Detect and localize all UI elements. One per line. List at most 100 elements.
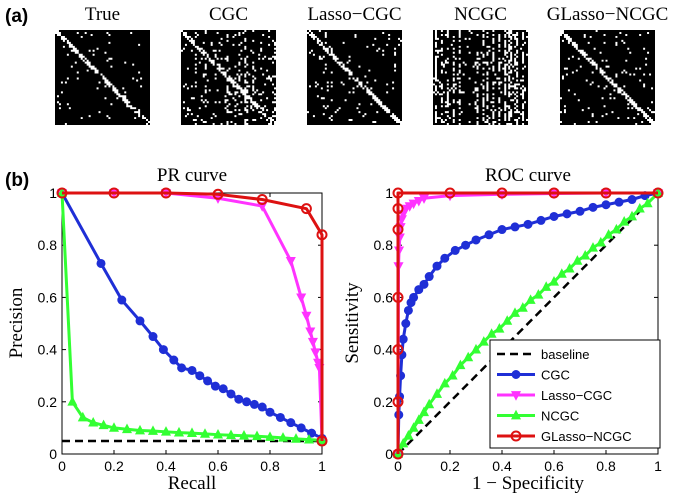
pr-curve-plot: 0 0.2 0.4 0.6 0.8 1 0 0.2 0.4 0.6 0.8 1 (38, 185, 328, 474)
data-point (158, 345, 168, 355)
data-point (403, 305, 413, 315)
matrix-nonzero-entries (55, 30, 150, 125)
data-point (440, 253, 450, 263)
data-point (264, 431, 276, 441)
data-point (614, 197, 624, 207)
data-point (517, 302, 528, 312)
data-point (509, 307, 521, 317)
data-point (403, 430, 414, 440)
data-point (300, 203, 312, 215)
pr-ylabel: Precision (6, 287, 27, 358)
roc-curve-plot: 0 0.2 0.4 0.6 0.8 1 0 0.2 0.4 0.6 0.8 1 (374, 185, 664, 474)
data-point (510, 222, 520, 232)
data-point (256, 194, 268, 206)
data-point (251, 430, 263, 441)
x-tick-label: 0.8 (260, 458, 280, 474)
y-tick-label: 0.2 (374, 394, 394, 410)
data-point (392, 396, 404, 408)
y-tick-label: 0.4 (38, 342, 58, 358)
y-tick-label: 0.8 (38, 237, 58, 253)
series-ncgc (392, 187, 664, 458)
data-point (286, 418, 296, 428)
y-tick-label: 0.8 (374, 237, 394, 253)
matrix-title: NCGC (454, 4, 507, 25)
data-point (431, 388, 443, 398)
data-point (511, 370, 521, 379)
legend-label: NCGC (541, 409, 579, 424)
matrix-title: CGC (209, 4, 248, 25)
data-point (502, 315, 513, 325)
data-point (257, 402, 267, 412)
series-baseline (397, 192, 659, 455)
x-tick-label: 0.6 (208, 458, 228, 474)
matrix-nonzero-entries (433, 30, 528, 125)
pr-xlabel: Recall (168, 473, 217, 494)
data-point (249, 399, 259, 409)
data-point (444, 187, 456, 199)
data-point (424, 272, 434, 282)
data-point (408, 422, 419, 432)
data-point (173, 426, 185, 437)
data-point (301, 311, 312, 322)
series-line (396, 191, 658, 454)
legend-label: CGC (541, 368, 570, 383)
adjacency-matrix (560, 30, 655, 125)
panel-b-label: (b) (5, 170, 29, 191)
data-point (611, 223, 622, 234)
data-point (148, 332, 158, 342)
data-point (494, 323, 505, 333)
data-point (135, 316, 145, 326)
data-point (392, 448, 404, 460)
y-tick-label: 1 (385, 185, 393, 201)
series-ncgc (56, 187, 328, 445)
data-point (413, 196, 424, 207)
data-point (461, 240, 471, 250)
data-point (588, 202, 598, 212)
data-point (562, 209, 572, 219)
legend-label: baseline (541, 347, 589, 362)
data-point (310, 348, 321, 358)
data-point (439, 377, 450, 388)
series-line (62, 191, 324, 442)
data-point (401, 319, 411, 328)
x-tick-label: 0 (394, 458, 402, 474)
data-point (398, 334, 408, 344)
data-point (186, 427, 198, 437)
data-point (307, 337, 318, 348)
data-point (470, 343, 482, 354)
data-point (67, 396, 78, 406)
data-point (56, 187, 68, 199)
legend-item: NCGC (497, 409, 579, 424)
data-point (392, 344, 404, 356)
data-point (195, 371, 205, 381)
data-point (587, 242, 599, 252)
adjacency-matrix (181, 30, 276, 125)
data-point (652, 187, 664, 199)
data-point (296, 423, 306, 433)
x-tick-label: 0 (58, 458, 66, 474)
data-point (296, 293, 307, 304)
series-cgc (393, 188, 663, 459)
data-point (496, 187, 508, 199)
data-point (265, 407, 275, 417)
x-tick-label: 0.6 (544, 458, 564, 474)
data-point (392, 291, 404, 303)
data-point (634, 202, 645, 213)
data-point (392, 224, 404, 236)
data-point (316, 435, 328, 447)
x-tick-label: 0.2 (440, 458, 460, 474)
data-point (98, 419, 109, 430)
data-point (450, 245, 460, 255)
data-point (392, 187, 404, 199)
data-point (642, 197, 653, 208)
data-point (409, 292, 419, 302)
adjacency-matrix (433, 30, 528, 125)
data-point (418, 406, 430, 417)
data-point (471, 235, 481, 245)
legend-label: GLasso−NCGC (541, 429, 632, 444)
data-point (595, 236, 606, 247)
data-point (203, 376, 213, 386)
adjacency-matrix (307, 30, 402, 125)
data-point (238, 430, 250, 440)
